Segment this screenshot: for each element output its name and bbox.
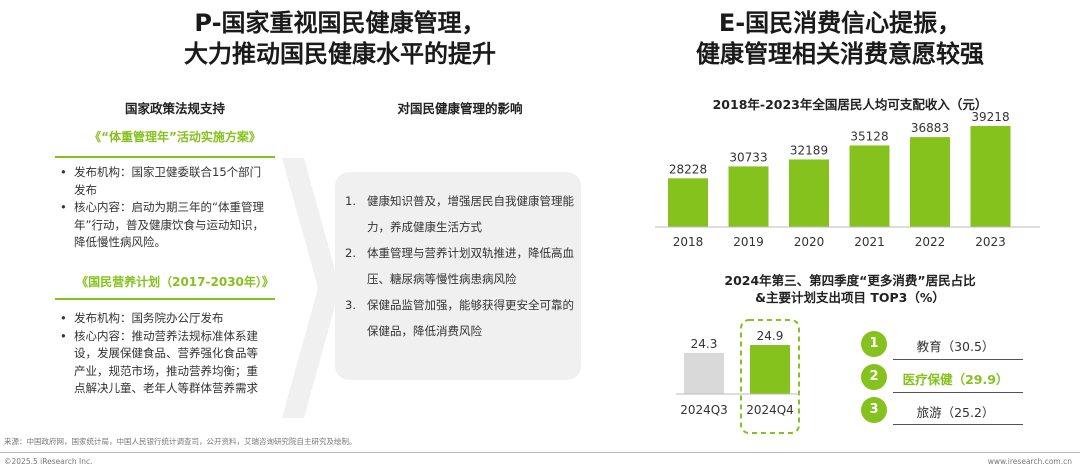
impact-header: 对国民健康管理的影响	[397, 101, 523, 116]
consumption-chart-title-line2: &主要计划支出项目 TOP3（%）	[755, 290, 945, 305]
impact-list: 1. 健康知识普及，增强居民自我健康管理能力，养成健康生活方式 2. 体重管理与营养…	[345, 188, 575, 344]
policy2-bullets: 发布机构：国务院办公厅发布 核心内容：推动营养法规标准体系建设，发展保健食品、营…	[52, 310, 267, 398]
chevron-right-icon	[282, 158, 340, 418]
policy2-bullet: 发布机构：国务院办公厅发布	[52, 310, 267, 328]
top3-divider	[893, 392, 1023, 393]
impact-num: 2.	[345, 246, 356, 260]
income-bar	[789, 159, 829, 227]
income-bar	[849, 145, 890, 227]
income-tick-label: 2020	[794, 235, 825, 249]
income-bar	[728, 166, 769, 227]
top3-list: 1 教育（30.5） 2 医疗保健（29.9） 3 旅游（25.2）	[858, 330, 1033, 430]
income-bar-label: 36883	[911, 121, 949, 135]
top3-divider	[893, 359, 1023, 360]
policy1-bullet: 核心内容：启动为期三年的“体重管理年”行动，普及健康饮食与运动知识，降低慢性病风…	[52, 199, 267, 252]
income-bar-label: 32189	[790, 143, 828, 157]
left-title: P-国家重视国民健康管理， 大力推动国民健康水平的提升	[150, 8, 530, 70]
impact-num: 3.	[345, 298, 356, 312]
right-title-line2: 健康管理相关消费意愿较强	[696, 40, 984, 68]
source-note: 来源：中国政府网，国家统计局，中国人民银行统计调查司，公开资料，艾瑞咨询研究院自…	[4, 437, 357, 446]
consumption-tick-label: 2024Q4	[746, 403, 794, 417]
impact-text: 健康知识普及，增强居民自我健康管理能力，养成健康生活方式	[367, 194, 574, 234]
income-chart: 28228 2018 30733 2019 32189 2020 35128 2021 3688…	[655, 110, 1040, 249]
left-title-line1: P-国家重视国民健康管理，	[194, 9, 486, 37]
top3-item-label-highlight: 医疗保健（29.9）	[902, 372, 1009, 387]
footer-divider	[0, 452, 1080, 453]
top3-item-label: 教育（30.5）	[916, 339, 995, 354]
website: www.iresearch.com.cn	[987, 457, 1072, 466]
q4-highlight-box	[740, 319, 800, 434]
right-title-line1: E-国民消费信心提振，	[718, 9, 962, 37]
impact-item: 1. 健康知识普及，增强居民自我健康管理能力，养成健康生活方式	[345, 188, 575, 240]
impact-item: 2. 体重管理与营养计划双轨推进，降低高血压、糖尿病等慢性病患病风险	[345, 240, 575, 292]
income-bar-label: 35128	[850, 129, 888, 143]
policy-header: 国家政策法规支持	[124, 101, 225, 116]
income-bar	[910, 137, 950, 227]
consumption-bar	[684, 352, 724, 394]
income-bar-label: 30733	[729, 150, 767, 164]
policy1-title: 《“体重管理年”活动实施方案》	[89, 130, 261, 144]
income-tick-label: 2023	[975, 235, 1006, 249]
income-bar-label: 28228	[669, 162, 707, 176]
income-tick-label: 2021	[854, 235, 885, 249]
income-chart-title: 2018年-2023年全国居民人均可支配收入（元）	[712, 97, 988, 112]
rank-badge-3: 3	[861, 397, 887, 423]
consumption-bar-label: 24.3	[691, 337, 718, 351]
policy2-bullet: 核心内容：推动营养法规标准体系建设，发展保健食品、营养强化食品等产业，规范市场，…	[52, 328, 267, 398]
right-title: E-国民消费信心提振， 健康管理相关消费意愿较强	[660, 8, 1020, 70]
consumption-chart-title: 2024年第三、第四季度“更多消费”居民占比 &主要计划支出项目 TOP3（%）	[660, 272, 1040, 306]
left-title-line2: 大力推动国民健康水平的提升	[184, 40, 496, 68]
impact-num: 1.	[345, 194, 356, 208]
rank-badge-1: 1	[861, 331, 887, 357]
consumption-bar-label: 24.9	[757, 329, 784, 343]
copyright: ©2025.5 iResearch Inc.	[4, 457, 93, 466]
income-bar-label: 39218	[971, 110, 1009, 124]
impact-text: 体重管理与营养计划双轨推进，降低高血压、糖尿病等慢性病患病风险	[367, 246, 574, 286]
policy1-bullet: 发布机构：国家卫健委联合15个部门发布	[52, 164, 267, 199]
impact-panel	[335, 172, 581, 380]
policy2-title: 《国民营养计划（2017-2030年）》	[76, 275, 274, 289]
top3-item-label: 旅游（25.2）	[916, 405, 995, 420]
impact-text: 保健品监管加强，能够获得更安全可靠的保健品，降低消费风险	[367, 298, 574, 338]
policy1-bullets: 发布机构：国家卫健委联合15个部门发布 核心内容：启动为期三年的“体重管理年”行…	[52, 164, 267, 252]
consumption-chart: 24.3 2024Q3 24.9 2024Q4	[676, 319, 800, 434]
top3-divider	[893, 424, 1023, 425]
impact-item: 3. 保健品监管加强，能够获得更安全可靠的保健品，降低消费风险	[345, 292, 575, 344]
consumption-chart-title-line1: 2024年第三、第四季度“更多消费”居民占比	[724, 273, 976, 288]
rank-badge-2: 2	[861, 364, 887, 390]
income-tick-label: 2018	[673, 235, 704, 249]
income-tick-label: 2022	[915, 235, 946, 249]
income-bar	[668, 178, 708, 227]
consumption-bar	[750, 345, 790, 394]
policy2-divider	[55, 298, 275, 300]
income-tick-label: 2019	[733, 235, 764, 249]
policy1-divider	[55, 156, 275, 158]
income-bar	[970, 126, 1011, 227]
consumption-tick-label: 2024Q3	[680, 403, 728, 417]
